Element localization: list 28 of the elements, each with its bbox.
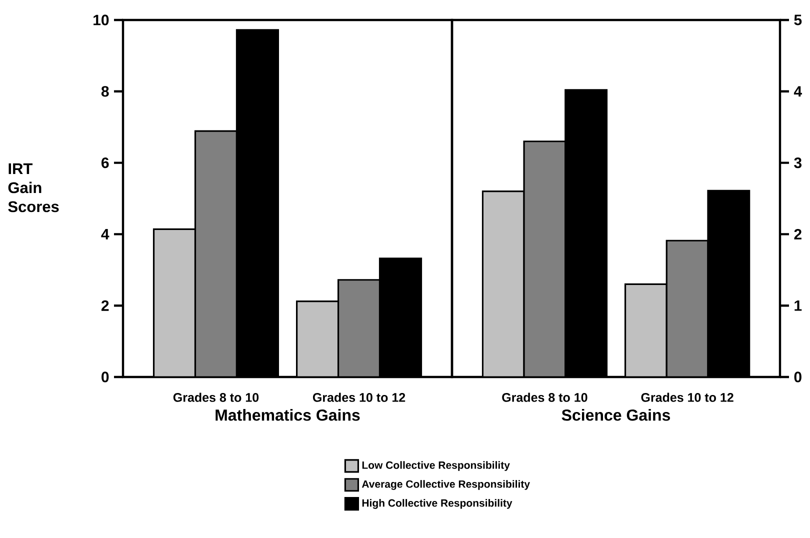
bar	[152, 228, 196, 377]
x-axis-title: Mathematics Gains	[216, 409, 360, 421]
y-tick-label: 0	[102, 372, 109, 382]
bar	[337, 279, 381, 377]
y-tick-label: 5	[794, 14, 802, 26]
x-axis-title: Science Gains	[562, 409, 670, 421]
y-tick-label: 4	[794, 86, 802, 97]
legend-label: Average Collective Responsibility	[362, 480, 530, 490]
x-tick-label: Grades 10 to 12	[312, 392, 406, 402]
x-tick-label: Grades 8 to 10	[502, 392, 588, 402]
y-tick-label: 3	[794, 157, 802, 168]
y-tick-label: 2	[794, 228, 802, 240]
legend-label: High Collective Responsibility	[362, 499, 512, 509]
legend-label: Low Collective Responsibility	[362, 461, 510, 471]
y-tick-label: 0	[794, 372, 802, 382]
y-tick-label: 8	[101, 86, 109, 97]
x-tick-label: Grades 8 to 10	[173, 392, 259, 402]
bar	[296, 300, 340, 377]
y-tick-label: 6	[101, 157, 109, 168]
y-axis-title: IRT Gain Scores	[8, 163, 59, 212]
bar	[523, 140, 566, 377]
y-tick-label: 2	[101, 300, 109, 311]
y-tick-label: 1	[794, 300, 802, 311]
bar	[666, 240, 709, 377]
x-tick-label: Grades 10 to 12	[641, 392, 734, 402]
bar	[194, 130, 238, 377]
y-tick-label: 10	[94, 14, 109, 26]
y-tick-label: 4	[101, 229, 110, 240]
